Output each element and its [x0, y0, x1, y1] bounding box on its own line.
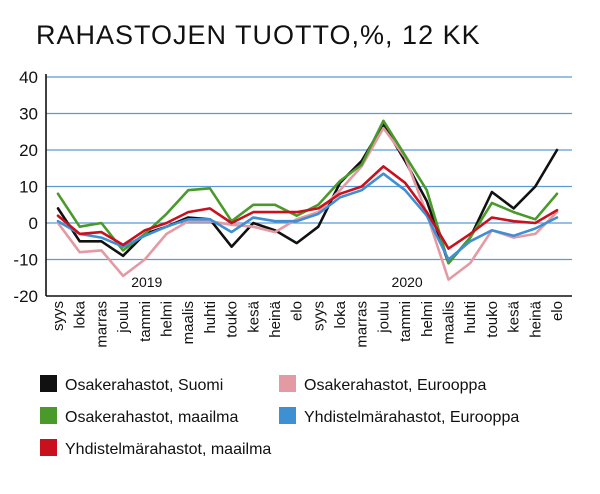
x-tick-label: huhti: [462, 301, 479, 334]
legend-label: Yhdistelmärahastot, maailma: [65, 441, 271, 458]
x-tick-label: marras: [93, 301, 110, 348]
y-tick-label: 30: [19, 105, 38, 124]
x-tick-label: marras: [354, 301, 371, 348]
legend-label: Osakerahastot, maailma: [65, 409, 239, 426]
x-tick-label: elo: [289, 301, 306, 321]
year-label: 2019: [131, 274, 162, 290]
x-tick-label: tammi: [137, 301, 154, 342]
x-tick-label: syys: [50, 301, 67, 331]
legend-swatch: [279, 375, 296, 392]
x-tick-label: kesä: [506, 300, 523, 332]
y-tick-label: 0: [29, 214, 38, 233]
legend: Osakerahastot, Suomi Osakerahastot, Euroo…: [40, 375, 519, 458]
x-tick-label: joulu: [375, 301, 392, 334]
x-tick-label: huhti: [202, 301, 219, 334]
x-tick-label: kesä: [245, 300, 262, 332]
legend-label: Yhdistelmärahastot, Eurooppa: [304, 409, 519, 426]
y-tick-label: -20: [13, 287, 38, 306]
x-tick-label: loka: [72, 300, 89, 328]
x-tick-label: maalis: [180, 301, 197, 344]
gridlines: [46, 76, 572, 261]
y-tick-label: -10: [13, 251, 38, 270]
axes: [45, 74, 572, 297]
legend-label: Osakerahastot, Eurooppa: [304, 377, 486, 394]
series-line-1: [56, 126, 559, 281]
x-tick-label: elo: [549, 301, 566, 321]
x-tick-label: helmi: [419, 301, 436, 337]
year-label: 2020: [392, 274, 423, 290]
year-labels: 2019 2020: [131, 274, 423, 290]
y-tick-label: 40: [19, 68, 38, 87]
x-tick-label: heinä: [527, 300, 544, 337]
x-axis-tick-labels: syys loka marras joulu tammi helmi maalis huhti…: [50, 300, 566, 347]
legend-swatch: [40, 439, 57, 456]
legend-swatch: [40, 407, 57, 424]
legend-label: Osakerahastot, Suomi: [65, 377, 223, 394]
x-tick-label: touko: [224, 301, 241, 338]
x-tick-label: loka: [332, 300, 349, 328]
series-lines: [56, 119, 559, 281]
y-tick-label: 20: [19, 141, 38, 160]
series-line-4: [56, 165, 559, 250]
y-axis-tick-labels: -20 -10 0 10 20 30 40: [13, 68, 38, 306]
chart-title: RAHASTOJEN TUOTTO,%, 12 KK: [36, 20, 481, 50]
x-tick-label: maalis: [441, 301, 458, 344]
x-tick-label: syys: [310, 301, 327, 331]
x-tick-label: tammi: [397, 301, 414, 342]
x-tick-label: joulu: [115, 301, 132, 334]
series-line-3: [56, 172, 559, 261]
x-tick-label: helmi: [158, 301, 175, 337]
x-tick-label: heinä: [267, 300, 284, 337]
legend-swatch: [279, 407, 296, 424]
y-tick-label: 10: [19, 178, 38, 197]
legend-swatch: [40, 375, 57, 392]
x-tick-label: touko: [484, 301, 501, 338]
